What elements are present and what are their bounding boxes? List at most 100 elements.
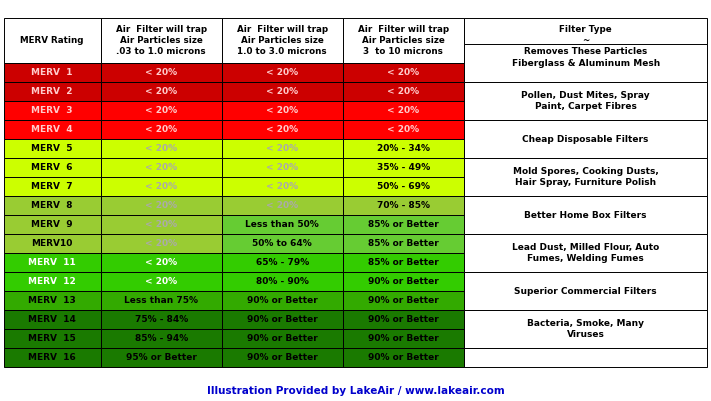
Bar — [464, 158, 707, 196]
Bar — [101, 329, 222, 348]
Bar — [343, 63, 464, 82]
Text: Mold Spores, Cooking Dusts,
Hair Spray, Furniture Polish: Mold Spores, Cooking Dusts, Hair Spray, … — [513, 167, 658, 187]
Text: 20% - 34%: 20% - 34% — [377, 144, 430, 153]
Bar — [343, 291, 464, 310]
Text: 35% - 49%: 35% - 49% — [377, 163, 430, 172]
Bar — [343, 253, 464, 272]
Text: < 20%: < 20% — [145, 106, 177, 115]
Bar — [464, 234, 707, 272]
Text: MERV  1: MERV 1 — [31, 69, 73, 77]
Text: 85% or Better: 85% or Better — [368, 239, 439, 248]
Text: < 20%: < 20% — [266, 182, 299, 191]
Text: MERV  9: MERV 9 — [31, 220, 73, 229]
Bar — [4, 291, 101, 310]
Text: MERV  13: MERV 13 — [28, 296, 76, 305]
Bar — [101, 196, 222, 215]
Text: 90% or Better: 90% or Better — [368, 334, 439, 343]
Text: 85% - 94%: 85% - 94% — [134, 334, 188, 343]
Bar — [4, 272, 101, 291]
Text: < 20%: < 20% — [145, 220, 177, 229]
Bar — [343, 18, 464, 63]
Text: MERV  2: MERV 2 — [31, 87, 73, 96]
Bar — [222, 101, 343, 120]
Text: 50% - 69%: 50% - 69% — [377, 182, 430, 191]
Bar — [4, 177, 101, 196]
Text: < 20%: < 20% — [266, 87, 299, 96]
Bar — [222, 63, 343, 82]
Text: < 20%: < 20% — [387, 125, 419, 134]
Text: MERV  3: MERV 3 — [31, 106, 73, 115]
Bar — [101, 272, 222, 291]
Text: 90% or Better: 90% or Better — [247, 353, 318, 362]
Bar — [222, 272, 343, 291]
Text: Illustration Provided by LakeAir / www.lakeair.com: Illustration Provided by LakeAir / www.l… — [207, 386, 504, 396]
Text: 90% or Better: 90% or Better — [247, 296, 318, 305]
Bar — [222, 18, 343, 63]
Text: < 20%: < 20% — [145, 163, 177, 172]
Text: MERV  4: MERV 4 — [31, 125, 73, 134]
Bar — [101, 158, 222, 177]
Text: 90% or Better: 90% or Better — [247, 334, 318, 343]
Text: Air  Filter will trap
Air Particles size
.03 to 1.0 microns: Air Filter will trap Air Particles size … — [116, 25, 207, 56]
Text: Bacteria, Smoke, Many
Viruses: Bacteria, Smoke, Many Viruses — [527, 319, 644, 339]
Bar — [4, 101, 101, 120]
Bar — [222, 177, 343, 196]
Bar — [343, 196, 464, 215]
Bar — [343, 120, 464, 139]
Text: < 20%: < 20% — [266, 163, 299, 172]
Text: MERV  12: MERV 12 — [28, 277, 76, 286]
Text: < 20%: < 20% — [145, 239, 177, 248]
Text: Less than 50%: Less than 50% — [245, 220, 319, 229]
Bar — [464, 272, 707, 291]
Text: MERV Rating: MERV Rating — [21, 36, 84, 45]
Bar — [4, 215, 101, 234]
Bar — [343, 329, 464, 348]
Text: 80% - 90%: 80% - 90% — [256, 277, 309, 286]
Text: 90% or Better: 90% or Better — [368, 277, 439, 286]
Bar — [222, 234, 343, 253]
Bar — [4, 329, 101, 348]
Bar — [464, 310, 707, 348]
Bar — [222, 253, 343, 272]
Bar — [464, 196, 707, 234]
Bar — [464, 120, 707, 139]
Text: < 20%: < 20% — [145, 201, 177, 210]
Bar — [343, 310, 464, 329]
Bar — [464, 82, 707, 120]
Text: < 20%: < 20% — [387, 106, 419, 115]
Bar — [101, 139, 222, 158]
Text: < 20%: < 20% — [145, 277, 177, 286]
Text: < 20%: < 20% — [145, 258, 177, 267]
Bar — [464, 348, 707, 367]
Bar — [4, 310, 101, 329]
Bar — [464, 234, 707, 253]
Text: MERV  5: MERV 5 — [31, 144, 73, 153]
Bar — [464, 196, 707, 215]
Bar — [343, 101, 464, 120]
Text: Better Home Box Filters: Better Home Box Filters — [525, 211, 647, 220]
Bar — [101, 348, 222, 367]
Bar — [101, 310, 222, 329]
Bar — [343, 177, 464, 196]
Bar — [101, 120, 222, 139]
Bar — [4, 18, 101, 63]
Bar — [464, 310, 707, 329]
Bar — [343, 82, 464, 101]
Text: Air  Filter will trap
Air Particles size
1.0 to 3.0 microns: Air Filter will trap Air Particles size … — [237, 25, 328, 56]
Bar — [222, 291, 343, 310]
Text: < 20%: < 20% — [266, 69, 299, 77]
Bar — [222, 158, 343, 177]
Text: MERV  15: MERV 15 — [28, 334, 76, 343]
Bar — [464, 45, 707, 82]
Bar — [222, 82, 343, 101]
Text: < 20%: < 20% — [145, 182, 177, 191]
Text: MERV  7: MERV 7 — [31, 182, 73, 191]
Text: 90% or Better: 90% or Better — [368, 353, 439, 362]
Bar — [343, 348, 464, 367]
Bar — [101, 82, 222, 101]
Text: < 20%: < 20% — [266, 106, 299, 115]
Bar — [222, 348, 343, 367]
Text: MERV  6: MERV 6 — [31, 163, 73, 172]
Text: < 20%: < 20% — [145, 125, 177, 134]
Bar — [101, 18, 222, 63]
